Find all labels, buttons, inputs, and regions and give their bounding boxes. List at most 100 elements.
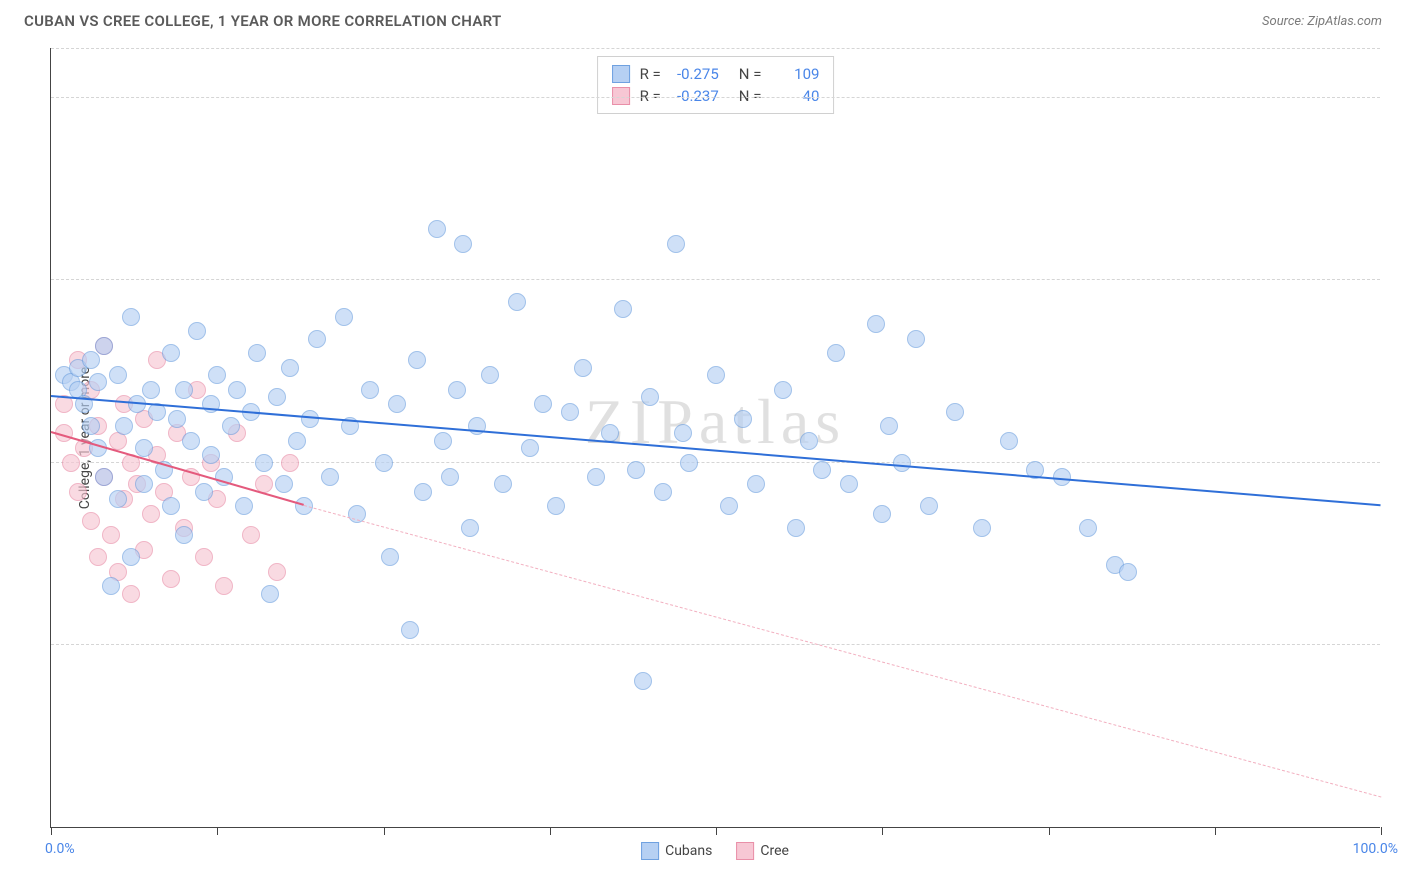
series-legend: CubansCree [641, 842, 789, 860]
scatter-point-cubans [335, 308, 353, 326]
scatter-point-cubans [680, 454, 698, 472]
scatter-point-cubans [574, 359, 592, 377]
scatter-point-cubans [375, 454, 393, 472]
gridline-h [51, 644, 1380, 645]
scatter-point-cubans [441, 468, 459, 486]
scatter-point-cubans [734, 410, 752, 428]
scatter-point-cubans [82, 417, 100, 435]
scatter-point-cubans [787, 519, 805, 537]
scatter-point-cubans [920, 497, 938, 515]
scatter-point-cubans [228, 381, 246, 399]
scatter-point-cubans [907, 330, 925, 348]
scatter-point-cubans [654, 483, 672, 501]
y-tick-label: 75.0% [1388, 272, 1406, 288]
scatter-point-cubans [202, 446, 220, 464]
scatter-point-cubans [813, 461, 831, 479]
scatter-point-cubans [401, 621, 419, 639]
scatter-point-cubans [428, 220, 446, 238]
scatter-point-cubans [135, 475, 153, 493]
scatter-point-cree [82, 512, 100, 530]
scatter-point-cubans [1079, 519, 1097, 537]
scatter-point-cubans [880, 417, 898, 435]
scatter-point-cubans [122, 308, 140, 326]
scatter-point-cubans [208, 366, 226, 384]
stat-n-label: N = [739, 87, 762, 105]
stat-r-label: R = [640, 65, 661, 83]
scatter-point-cubans [448, 381, 466, 399]
chart-source: Source: ZipAtlas.com [1262, 14, 1382, 29]
gridline-h [51, 97, 1380, 98]
scatter-point-cubans [454, 235, 472, 253]
x-tick [550, 827, 551, 835]
scatter-point-cubans [195, 483, 213, 501]
scatter-point-cubans [381, 548, 399, 566]
scatter-point-cubans [434, 432, 452, 450]
scatter-point-cubans [534, 395, 552, 413]
scatter-point-cree [102, 526, 120, 544]
scatter-point-cree [281, 454, 299, 472]
scatter-point-cree [242, 526, 260, 544]
y-tick-label: 25.0% [1388, 637, 1406, 653]
scatter-point-cubans [461, 519, 479, 537]
scatter-point-cubans [707, 366, 725, 384]
scatter-point-cree [69, 483, 87, 501]
scatter-point-cubans [508, 293, 526, 311]
scatter-point-cubans [873, 505, 891, 523]
scatter-point-cubans [521, 439, 539, 457]
scatter-point-cubans [627, 461, 645, 479]
scatter-point-cubans [481, 366, 499, 384]
legend-item: Cree [736, 842, 789, 860]
scatter-point-cubans [102, 577, 120, 595]
scatter-point-cubans [840, 475, 858, 493]
scatter-point-cubans [867, 315, 885, 333]
chart-title: CUBAN VS CREE COLLEGE, 1 YEAR OR MORE CO… [24, 12, 502, 30]
gridline-h [51, 279, 1380, 280]
x-tick-label-min: 0.0% [45, 841, 75, 857]
scatter-point-cubans [774, 381, 792, 399]
stat-legend-row: R =-0.275N =109 [612, 63, 820, 85]
scatter-point-cubans [268, 388, 286, 406]
scatter-point-cubans [82, 351, 100, 369]
scatter-point-cree [215, 577, 233, 595]
scatter-point-cubans [115, 417, 133, 435]
x-tick [882, 827, 883, 835]
scatter-point-cubans [182, 432, 200, 450]
scatter-point-cubans [248, 344, 266, 362]
gridline-h [51, 462, 1380, 463]
scatter-point-cubans [547, 497, 565, 515]
scatter-point-cubans [308, 330, 326, 348]
trend-line [304, 505, 1382, 798]
scatter-point-cubans [188, 322, 206, 340]
scatter-point-cubans [388, 395, 406, 413]
stat-n-value: 40 [771, 87, 819, 105]
scatter-point-cubans [408, 351, 426, 369]
scatter-point-cubans [720, 497, 738, 515]
legend-swatch [736, 842, 754, 860]
scatter-point-cubans [255, 454, 273, 472]
scatter-point-cubans [747, 475, 765, 493]
x-tick [217, 827, 218, 835]
gridline-h [51, 48, 1380, 49]
scatter-point-cubans [634, 672, 652, 690]
scatter-point-cubans [674, 424, 692, 442]
scatter-point-cubans [109, 490, 127, 508]
x-tick [716, 827, 717, 835]
scatter-plot: ZIPatlas R =-0.275N =109R =-0.237N =40 2… [50, 48, 1380, 828]
scatter-point-cubans [109, 366, 127, 384]
scatter-point-cubans [222, 417, 240, 435]
chart-area: College, 1 year or more ZIPatlas R =-0.2… [50, 48, 1380, 828]
scatter-point-cubans [414, 483, 432, 501]
scatter-point-cubans [946, 403, 964, 421]
scatter-point-cubans [494, 475, 512, 493]
scatter-point-cubans [135, 439, 153, 457]
scatter-point-cubans [261, 585, 279, 603]
scatter-point-cubans [175, 381, 193, 399]
scatter-point-cubans [641, 388, 659, 406]
legend-swatch [641, 842, 659, 860]
scatter-point-cubans [827, 344, 845, 362]
x-tick [51, 827, 52, 835]
y-tick-label: 50.0% [1388, 455, 1406, 471]
scatter-point-cubans [142, 381, 160, 399]
scatter-point-cubans [122, 548, 140, 566]
scatter-point-cubans [361, 381, 379, 399]
